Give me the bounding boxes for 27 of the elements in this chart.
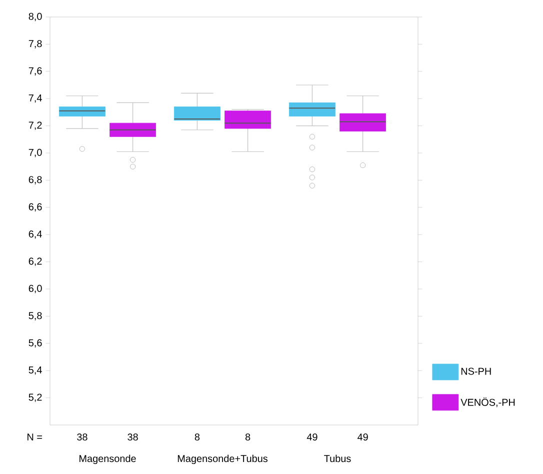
text: 38: [77, 433, 88, 441]
text: 49: [306, 433, 318, 441]
x-tick-label: Magensonde: [80, 454, 136, 464]
y-tick-label: 7,8: [28, 40, 42, 48]
y-tick-label: 6,0: [28, 284, 42, 294]
x-tick-label: Magensonde+Tubus: [178, 454, 268, 464]
text: 8: [245, 433, 250, 441]
text: 8: [194, 433, 200, 441]
y-tick-label: 5,8: [28, 312, 42, 320]
y-tick-label: 6,6: [28, 203, 42, 212]
y-tick-label: 7,2: [28, 122, 42, 130]
y-tick-label: 7,6: [28, 67, 42, 76]
x-tick-label: Tubus: [324, 454, 351, 462]
y-tick-label: 5,6: [28, 339, 42, 348]
text: 38: [128, 433, 138, 441]
y-tick-label: 7,0: [28, 148, 42, 158]
text: N =: [28, 434, 42, 440]
y-tick-label: 5,2: [28, 394, 42, 402]
y-tick-label: 5,4: [28, 366, 42, 375]
y-tick-label: 6,4: [28, 230, 42, 239]
y-tick-label: 7,4: [28, 94, 42, 103]
legend-label: VENÖS,-PH: [460, 397, 515, 408]
legend-label: NS-PH: [461, 368, 491, 375]
y-tick-label: 6,8: [28, 176, 42, 184]
text: 49: [357, 433, 368, 441]
y-tick-label: 6,2: [28, 258, 42, 266]
y-tick-label: 8,0: [28, 12, 42, 22]
